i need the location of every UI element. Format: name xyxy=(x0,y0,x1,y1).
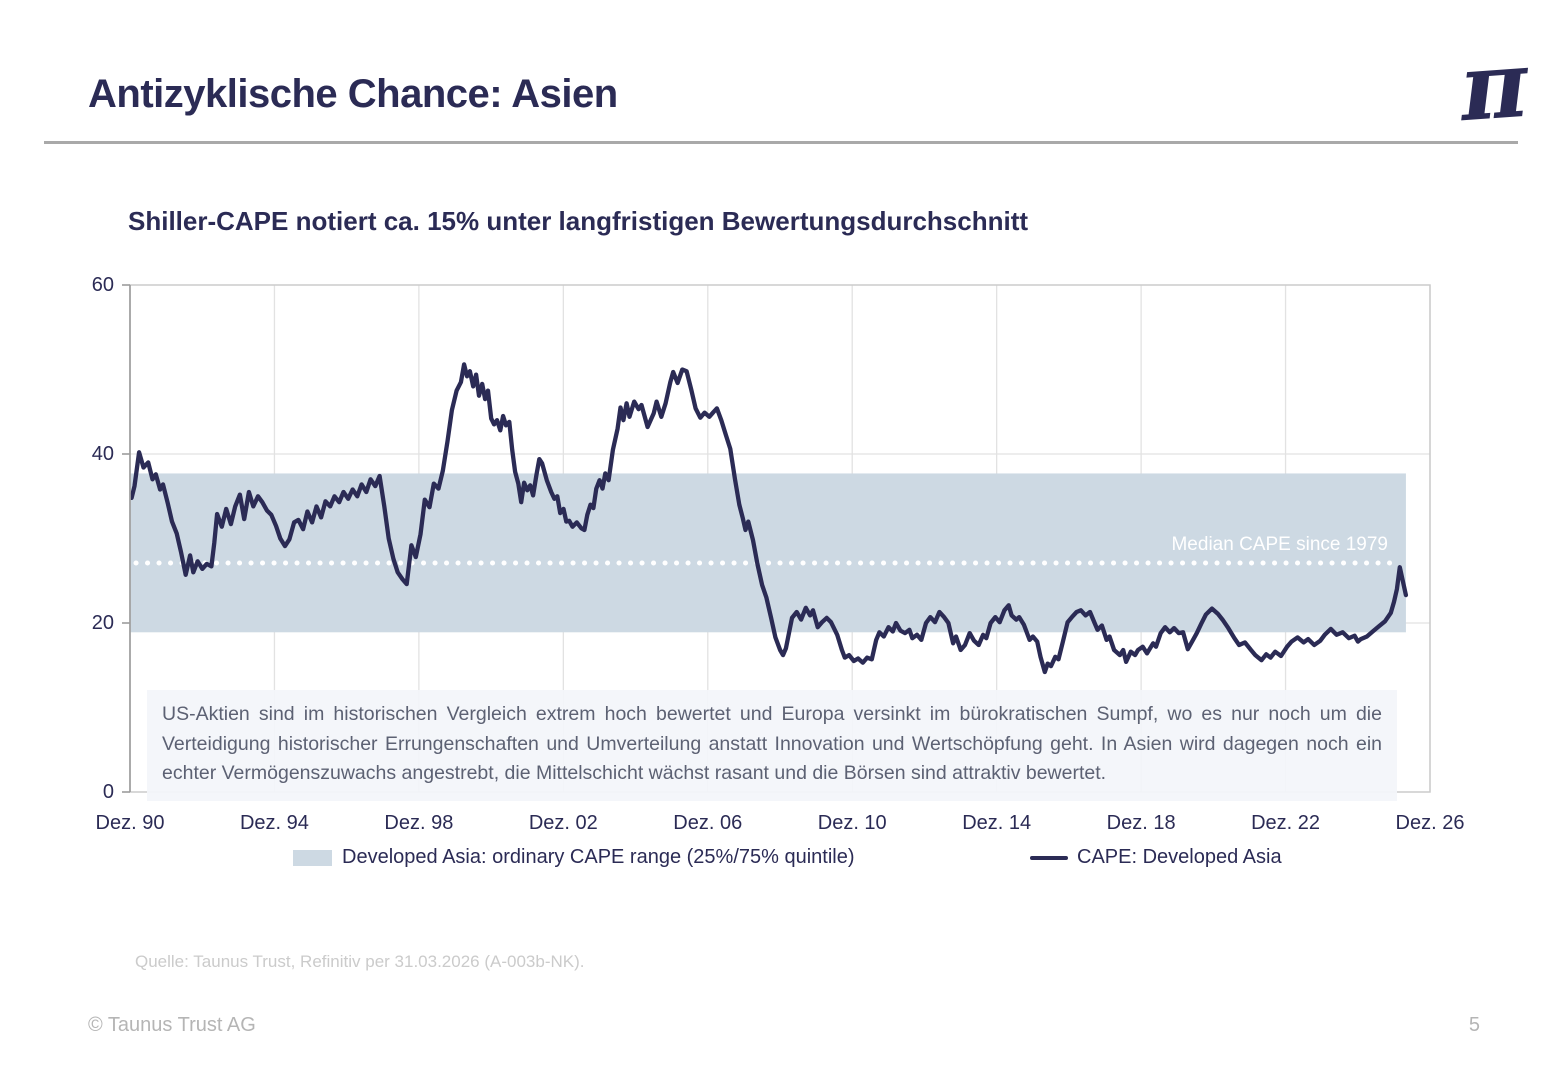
x-tick-label: Dez. 18 xyxy=(1106,812,1176,834)
legend-label-cape-range: Developed Asia: ordinary CAPE range (25%… xyxy=(342,846,855,868)
legend-item-cape-line: CAPE: Developed Asia xyxy=(1030,846,1282,869)
cape-developed-asia-line xyxy=(129,362,1409,675)
source-note: Quelle: Taunus Trust, Refinitiv per 31.0… xyxy=(135,952,585,971)
x-tick-label: Dez. 22 xyxy=(1251,812,1321,834)
x-tick-label: Dez. 06 xyxy=(673,812,743,834)
chart-legend: Developed Asia: ordinary CAPE range (25%… xyxy=(0,846,1560,876)
y-tick-label: 40 xyxy=(91,443,114,465)
x-tick-label: Dez. 26 xyxy=(1395,812,1465,834)
page-number: 5 xyxy=(1468,1014,1480,1036)
x-tick-label: Dez. 10 xyxy=(817,812,887,834)
median-cape-label: Median CAPE since 1979 xyxy=(1171,534,1388,555)
y-tick-label: 0 xyxy=(102,781,114,803)
footer-copyright: © Taunus Trust AG xyxy=(88,1014,256,1036)
page-title: Antizyklische Chance: Asien xyxy=(88,72,618,116)
x-tick-label: Dez. 98 xyxy=(384,812,454,834)
chart-headline: Shiller-CAPE notiert ca. 15% unter langf… xyxy=(128,206,1029,236)
y-tick-label: 20 xyxy=(91,612,114,634)
band-swatch-icon xyxy=(293,849,332,866)
x-tick-label: Dez. 14 xyxy=(962,812,1032,834)
line-swatch-icon xyxy=(1030,855,1068,860)
x-tick-label: Dez. 94 xyxy=(239,812,309,834)
legend-label-cape-line: CAPE: Developed Asia xyxy=(1077,846,1282,868)
annotation-box: US-Aktien sind im historischen Vergleich… xyxy=(147,690,1397,801)
title-divider xyxy=(44,141,1518,144)
legend-item-cape-range: Developed Asia: ordinary CAPE range (25%… xyxy=(293,846,855,869)
x-tick-label: Dez. 90 xyxy=(95,812,165,834)
y-tick-label: 60 xyxy=(91,274,114,296)
x-tick-label: Dez. 02 xyxy=(528,812,598,834)
